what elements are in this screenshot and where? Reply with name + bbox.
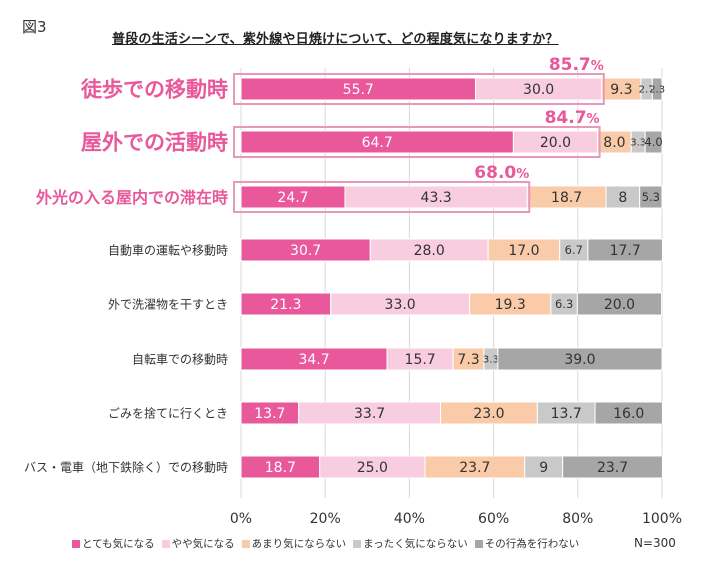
data-label: 30.7 (290, 243, 321, 259)
figure-label: 図3 (22, 18, 47, 36)
legend-label: やや気になる (171, 538, 235, 550)
total-label: 85.7% (549, 55, 604, 75)
bar-segment (562, 455, 663, 479)
highlight-box (233, 126, 601, 158)
x-tick-label: 0% (230, 511, 252, 527)
legend-swatch (161, 539, 170, 548)
legend-label: その行為を行わない (484, 538, 580, 550)
legend-label: あまり気にならない (251, 538, 347, 550)
x-tick-label: 60% (478, 511, 509, 527)
data-label: 2.3 (649, 85, 665, 96)
bar-segment (587, 238, 663, 262)
bar-segment (644, 130, 663, 154)
legend-item: あまり気にならない (241, 536, 347, 551)
data-label: 6.3 (555, 297, 573, 311)
legend: とても気になる やや気になる あまり気にならない まったく気にならない その行為を行わな… (72, 536, 586, 551)
data-label: 18.7 (551, 190, 582, 206)
chart-title: 普段の生活シーンで、紫外線や日焼けについて、どの程度気になりますか？ (112, 32, 559, 47)
x-tick-label: 20% (310, 511, 341, 527)
data-label: 17.7 (610, 243, 641, 259)
bar-segment (651, 77, 663, 101)
data-label: 23.7 (459, 460, 490, 476)
data-label: 9.3 (610, 82, 632, 98)
data-label: 23.0 (473, 406, 504, 422)
bar-segment (594, 401, 663, 425)
data-label: 15.7 (405, 352, 436, 368)
legend-label: まったく気にならない (363, 538, 468, 550)
data-label: 33.0 (385, 297, 416, 313)
data-label: 25.0 (357, 460, 388, 476)
data-label: 20.0 (604, 297, 635, 313)
data-label: 8.0 (603, 135, 625, 151)
bar-segment (497, 347, 663, 371)
data-label: 33.7 (354, 406, 385, 422)
data-label: 43.3 (421, 190, 452, 206)
data-label: 8 (618, 190, 627, 206)
legend-swatch (72, 539, 80, 548)
data-label: 39.0 (564, 352, 595, 368)
data-label: 7.3 (457, 352, 479, 368)
data-label: 64.7 (362, 135, 393, 151)
data-label: 17.0 (508, 243, 539, 259)
data-label: 3.3 (630, 138, 646, 149)
data-label: 2.7 (639, 85, 655, 96)
legend-swatch (353, 539, 362, 548)
category-label: ごみを捨てに行くとき (108, 405, 228, 420)
x-tick-label: 40% (394, 511, 425, 527)
category-label: 外光の入る屋内での滞在時 (35, 188, 228, 207)
highlight-box (233, 181, 531, 213)
category-label: 徒歩での移動時 (80, 78, 228, 102)
category-label: 屋外での活動時 (81, 131, 228, 155)
data-label: 55.7 (343, 82, 374, 98)
data-label: 9 (539, 460, 548, 476)
legend-label: とても気になる (82, 538, 155, 550)
legend-item: まったく気にならない (353, 536, 468, 551)
legend-item: やや気になる (161, 536, 235, 551)
data-label: 6.7 (565, 243, 583, 257)
bar-segment (639, 185, 663, 209)
data-label: 23.7 (597, 460, 628, 476)
data-label: 19.3 (495, 297, 526, 313)
highlight-box (233, 73, 605, 105)
data-label: 16.0 (613, 406, 644, 422)
data-label: 34.7 (298, 352, 329, 368)
legend-item: その行為を行わない (474, 536, 580, 551)
category-label: 自動車の運転や移動時 (108, 243, 228, 257)
data-label: 24.7 (277, 190, 308, 206)
x-tick-label: 100% (642, 511, 682, 527)
total-label: 68.0% (474, 163, 529, 183)
x-tick-label: 80% (562, 511, 593, 527)
bar-segment (576, 292, 663, 316)
legend-swatch (241, 539, 250, 548)
data-label: 30.0 (523, 82, 554, 98)
category-label: 外で洗濯物を干すとき (108, 297, 228, 311)
data-label: 13.7 (551, 406, 582, 422)
data-label: 4.0 (644, 135, 662, 149)
category-label: 自転車での移動時 (132, 352, 228, 366)
legend-item: とても気になる (72, 536, 155, 551)
data-label: 5.3 (642, 190, 660, 204)
legend-swatch (474, 539, 483, 548)
data-label: 20.0 (540, 135, 571, 151)
data-label: 28.0 (414, 243, 445, 259)
category-label: バス・電車（地下鉄除く）での移動時 (24, 459, 228, 474)
data-label: 13.7 (254, 406, 285, 422)
data-label: 18.7 (265, 460, 296, 476)
data-label: 3.3 (483, 355, 499, 366)
data-label: 21.3 (270, 297, 301, 313)
total-label: 84.7% (545, 108, 600, 128)
sample-size-label: N=300 (634, 536, 676, 550)
